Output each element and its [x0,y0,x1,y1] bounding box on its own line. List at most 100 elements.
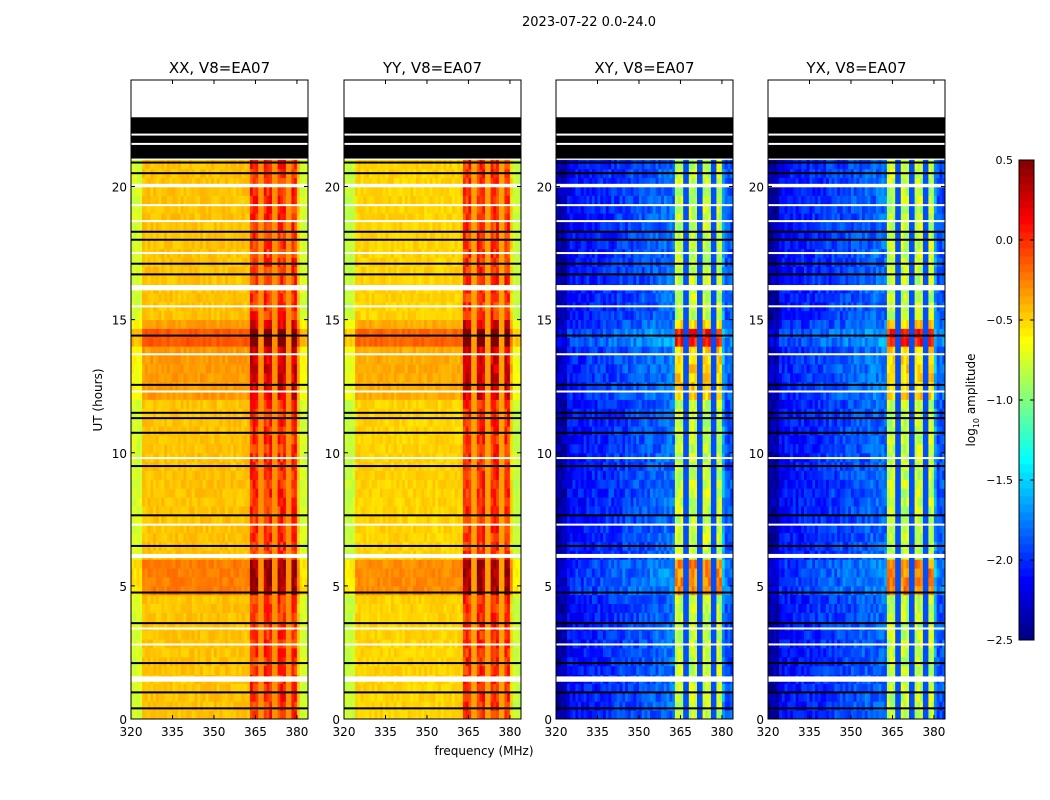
heatmap-cell [180,656,184,667]
heatmap-cell [247,417,251,427]
heatmap-cell [391,710,395,720]
heatmap-cell [446,665,450,676]
heatmap-cell [294,665,298,676]
heatmap-cell [186,390,190,400]
heatmap-cell [227,470,231,480]
heatmap-cell [291,381,295,392]
heatmap-cell [178,319,182,329]
heatmap-cell [191,195,195,205]
flagged-block [131,117,308,159]
heatmap-cell [153,337,157,347]
heatmap-cell [371,665,375,676]
heatmap-cell [191,568,195,578]
heatmap-cell [302,337,306,347]
heatmap-cell [285,355,290,365]
heatmap-cell [241,692,245,702]
heatmap-cell [443,630,447,640]
heatmap-cell [136,630,140,640]
heatmap-cell [280,594,284,605]
heatmap-cell [183,310,187,320]
heatmap-cell [446,683,450,693]
heatmap-cell [283,665,287,676]
heatmap-cell [142,266,146,276]
heatmap-cell [238,470,243,480]
heatmap-cell [139,230,143,241]
heatmap-cell [305,701,309,711]
heatmap-cell [269,665,273,676]
heatmap-cell [169,665,173,676]
heatmap-cell [457,656,461,667]
heatmap-cell [357,612,361,622]
heatmap-cell [144,559,148,569]
heatmap-cell [208,337,212,347]
heatmap-cell [252,239,256,250]
heatmap-cell [241,355,245,365]
heatmap-cell [252,293,256,303]
heatmap-cell [252,603,256,613]
heatmap-cell [236,577,240,587]
heatmap-cell [191,177,195,187]
heatmap-cell [509,612,514,622]
heatmap-cell [202,355,207,365]
heatmap-cell [161,372,165,383]
heatmap-cell [299,381,303,392]
heatmap-cell [241,532,245,542]
heatmap-cell [230,683,234,693]
heatmap-cell [208,381,212,392]
heatmap-cell [296,470,301,480]
heatmap-cell [413,710,417,720]
heatmap-cell [272,230,276,241]
heatmap-cell [200,523,204,534]
heatmap-cell [487,648,491,658]
heatmap-cell [241,443,245,454]
heatmap-cell [460,630,464,640]
heatmap-cell [167,701,171,711]
heatmap-cell [133,577,137,587]
heatmap-cell [274,603,278,613]
heatmap-cell [368,648,373,658]
heatmap-cell [374,665,378,676]
heatmap-cell [462,612,467,622]
heatmap-cell [183,665,187,676]
heatmap-cell [247,665,251,676]
heatmap-cell [183,532,187,542]
heatmap-cell [266,266,270,276]
heatmap-cell [465,630,469,640]
heatmap-cell [214,532,218,542]
heatmap-cell [274,275,278,285]
heatmap-cell [150,470,154,480]
heatmap-cell [255,328,259,338]
heatmap-cell [197,443,201,454]
heatmap-cell [247,594,251,605]
heatmap-cell [230,621,234,631]
heatmap-cell [131,159,135,170]
heatmap-cell [274,186,278,196]
heatmap-cell [285,648,290,658]
heatmap-cell [225,328,229,338]
heatmap-cell [153,213,157,223]
heatmap-cell [136,186,140,196]
heatmap-cell [269,319,273,329]
heatmap-cell [349,594,353,605]
heatmap-cell [169,346,173,356]
heatmap-cell [155,594,160,605]
heatmap-cell [504,603,508,613]
heatmap-cell [504,665,508,676]
heatmap-cell [462,630,467,640]
heatmap-cell [457,594,461,605]
heatmap-cell [227,488,231,498]
heatmap-cell [249,399,254,409]
heatmap-cell [255,630,259,640]
heatmap-cell [258,497,262,507]
heatmap-cell [205,177,209,187]
heatmap-cell [263,266,267,276]
heatmap-cell [407,630,411,640]
heatmap-cell [139,594,143,605]
heatmap-cell [285,293,290,303]
panel-title: XX, V8=EA07 [169,59,270,77]
heatmap-cell [366,656,370,667]
heatmap-cell [211,497,215,507]
heatmap-cell [202,701,207,711]
heatmap-cell [305,656,309,667]
heatmap-cell [263,559,267,569]
